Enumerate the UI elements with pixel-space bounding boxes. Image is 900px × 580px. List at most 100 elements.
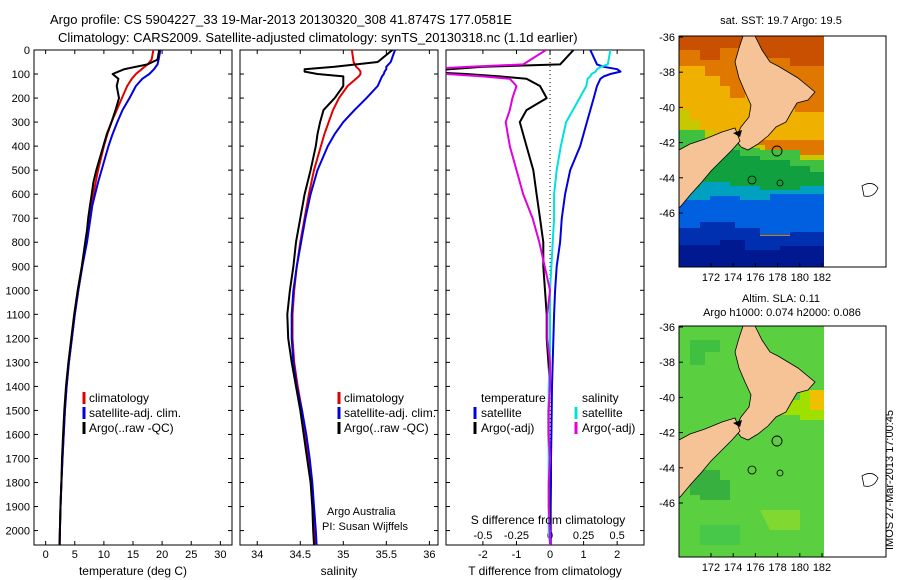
x2-tick-label: 0.5 [610,530,625,542]
depth-tick-label: 700 [12,213,30,225]
salinity-x-axis: 34 34.5 35 35.5 36 [251,50,436,561]
lon-tick-label: 174 [724,272,742,284]
lon-tick-label: 180 [791,272,809,284]
lon-tick-label: 176 [746,272,764,284]
series-argo-raw-qc-line [286,50,394,545]
lon-tick-label: 178 [768,562,786,574]
lon-tick-label: 172 [702,272,720,284]
depth-tick-label: 600 [12,189,30,201]
legend-climatology-label: climatology [89,391,149,405]
credit-pi: PI: Susan Wijffels [322,521,408,533]
temperature-legend: climatology satellite-adj. clim. Argo(..… [82,391,181,435]
lat-tick-label: -40 [659,102,675,114]
lon-tick-label: 180 [791,562,809,574]
salinity-legend: climatology satellite-adj. clim. Argo(..… [322,391,436,533]
depth-tick-label: 200 [12,93,30,105]
lat-tick-label: -38 [659,357,675,369]
credit-argo-australia: Argo Australia [327,506,396,518]
header-line1: Argo profile: CS 5904227_33 19-Mar-2013 … [50,12,512,27]
depth-tick-label: 800 [12,237,30,249]
lon-tick-label: 176 [746,562,764,574]
sla-map-frame [678,325,887,558]
depth-tick-label: 0 [24,45,30,57]
header-line2: Climatology: CARS2009. Satellite-adjuste… [58,30,578,45]
difference-legend: temperature satellite Argo(-adj) salinit… [473,391,635,435]
x-tick-label: 35.5 [376,549,397,561]
imos-credit: IMOS 27-Mar-2013 17:00:45 [884,410,896,550]
x-tick-label: 25 [185,549,197,561]
legend-salinity-heading: salinity [582,391,619,405]
legend-satellite-label: satellite-adj. clim. [89,406,181,420]
depth-tick-label: 900 [12,261,30,273]
t-difference-xlabel: T difference from climatology [468,564,622,578]
sst-map-ticks: -36 -38 -40 -42 -44 -46 172 174 176 178 180 182 [659,32,831,284]
legend-t-satellite-label: satellite [481,406,522,420]
series-satellite-adj-clim-line [290,50,396,545]
series-argo-raw-qc-line [58,50,161,545]
x-tick-label: 1 [581,549,587,561]
sla-map-ticks: -36 -38 -40 -42 -44 -46 172 174 176 178 180 182 [659,322,831,574]
lon-tick-label: 178 [768,272,786,284]
legend-argo-label: Argo(..raw -QC) [89,421,174,435]
salinity-xlabel: salinity [321,564,358,578]
depth-tick-label: 1100 [6,309,30,321]
sla-map-line1: Altim. SLA: 0.11 [742,293,820,305]
depth-axis: 0 100 200 300 400 500 600 700 800 900 1000 1100 1200… [6,45,644,538]
x-tick-label: 20 [156,549,168,561]
legend-s-satellite-label: satellite [582,406,623,420]
x-tick-label: 34 [251,549,263,561]
temperature-panel [33,49,233,546]
depth-tick-label: 1700 [6,453,30,465]
series-climatology-line [291,50,362,545]
depth-tick-label: 100 [12,69,30,81]
legend-temperature-heading: temperature [481,391,546,405]
legend-climatology-label: climatology [344,391,404,405]
depth-tick-label: 1800 [6,478,30,490]
lat-tick-label: -44 [659,463,675,475]
legend-satellite-label: satellite-adj. clim. [344,406,436,420]
depth-tick-label: 300 [12,117,30,129]
x-tick-label: 0 [43,549,49,561]
depth-tick-label: 400 [12,141,30,153]
lat-tick-label: -42 [659,428,675,440]
lat-tick-label: -42 [659,138,675,150]
sst-map [679,36,886,267]
depth-tick-label: 1000 [6,285,30,297]
x-tick-label: 10 [98,549,110,561]
x-tick-label: 0 [547,549,553,561]
series-temperature-satellite-line [549,50,622,545]
lat-tick-label: -46 [659,208,675,220]
lon-tick-label: 174 [724,562,742,574]
series-argo-adj-s-line [446,50,551,545]
lon-tick-label: 172 [702,562,720,574]
sla-map [679,326,886,557]
salinity-lines [286,50,396,545]
depth-tick-label: 1900 [6,502,30,514]
x-tick-label: -1 [512,549,522,561]
lat-tick-label: -46 [659,498,675,510]
depth-tick-label: 1400 [6,381,30,393]
depth-tick-label: 1500 [6,405,30,417]
legend-s-argo-label: Argo(-adj) [582,421,635,435]
x-tick-label: 30 [214,549,226,561]
x-tick-label: 34.5 [290,549,311,561]
depth-tick-label: 1600 [6,429,30,441]
s-difference-xlabel: S difference from climatology [471,513,626,527]
lat-tick-label: -44 [659,173,675,185]
depth-tick-label: 1300 [6,357,30,369]
difference-lines [446,50,622,545]
x2-tick-label: -0.25 [504,530,529,542]
legend-argo-label: Argo(..raw -QC) [344,421,429,435]
legend-t-argo-label: Argo(-adj) [481,421,534,435]
x-tick-label: 5 [72,549,78,561]
x-tick-label: -2 [478,549,488,561]
temperature-lines [58,50,162,545]
x-tick-label: 15 [127,549,139,561]
depth-tick-label: 1200 [6,333,30,345]
depth-tick-label: 2000 [6,526,30,538]
x2-tick-label: -0.5 [473,530,492,542]
x2-tick-label: 0.25 [573,530,594,542]
temperature-x-axis: 0 5 10 15 20 25 30 [43,50,226,561]
x-tick-label: 35 [337,549,349,561]
